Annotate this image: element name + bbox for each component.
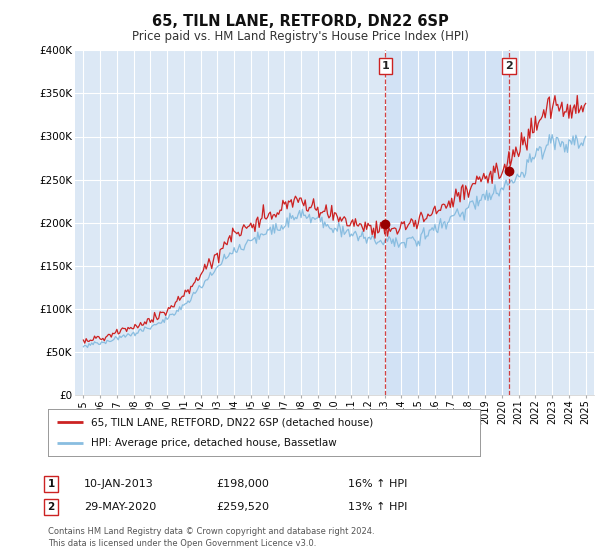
Text: HPI: Average price, detached house, Bassetlaw: HPI: Average price, detached house, Bass… bbox=[91, 438, 337, 448]
Bar bbox=[385, 50, 509, 395]
Text: 65, TILN LANE, RETFORD, DN22 6SP: 65, TILN LANE, RETFORD, DN22 6SP bbox=[152, 14, 448, 29]
Text: £259,520: £259,520 bbox=[216, 502, 269, 512]
Text: Price paid vs. HM Land Registry's House Price Index (HPI): Price paid vs. HM Land Registry's House … bbox=[131, 30, 469, 43]
Text: 10-JAN-2013: 10-JAN-2013 bbox=[84, 479, 154, 489]
Text: 2: 2 bbox=[505, 60, 513, 71]
Text: 16% ↑ HPI: 16% ↑ HPI bbox=[348, 479, 407, 489]
Text: 1: 1 bbox=[47, 479, 55, 489]
Text: 65, TILN LANE, RETFORD, DN22 6SP (detached house): 65, TILN LANE, RETFORD, DN22 6SP (detach… bbox=[91, 417, 373, 427]
Text: Contains HM Land Registry data © Crown copyright and database right 2024.
This d: Contains HM Land Registry data © Crown c… bbox=[48, 527, 374, 548]
Text: 1: 1 bbox=[382, 60, 389, 71]
Text: 29-MAY-2020: 29-MAY-2020 bbox=[84, 502, 156, 512]
Text: £198,000: £198,000 bbox=[216, 479, 269, 489]
Text: 2: 2 bbox=[47, 502, 55, 512]
Text: 13% ↑ HPI: 13% ↑ HPI bbox=[348, 502, 407, 512]
